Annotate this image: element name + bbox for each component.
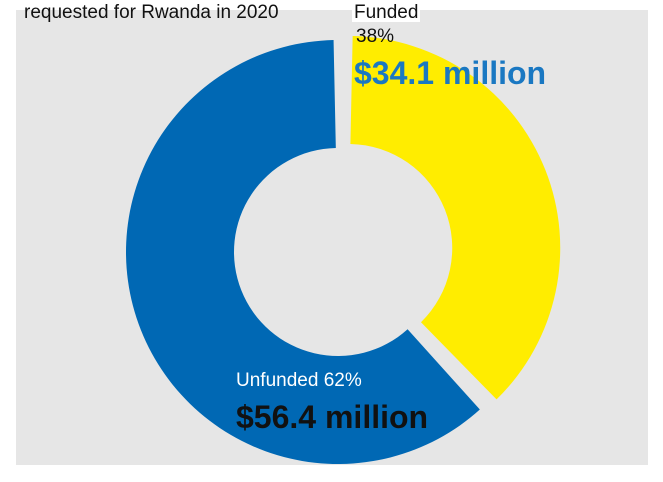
- unfunded-name: Unfunded: [236, 370, 319, 391]
- funded-label: Funded: [352, 2, 421, 23]
- funded-percent-label: 38%: [356, 26, 395, 47]
- unfunded-percent-label: 62%: [323, 370, 362, 391]
- slice-unfunded: [126, 40, 480, 464]
- slice-funded: [350, 35, 561, 400]
- funded-amount-label: $34.1 million: [354, 55, 547, 91]
- chart-title: requested for Rwanda in 2020: [24, 2, 279, 23]
- donut-chart: requested for Rwanda in 2020 Funded 38% …: [16, 3, 648, 465]
- unfunded-amount-label: $56.4 million: [236, 399, 429, 435]
- donut-chart-svg: [126, 35, 561, 464]
- unfunded-label: Unfunded 62%: [236, 371, 362, 390]
